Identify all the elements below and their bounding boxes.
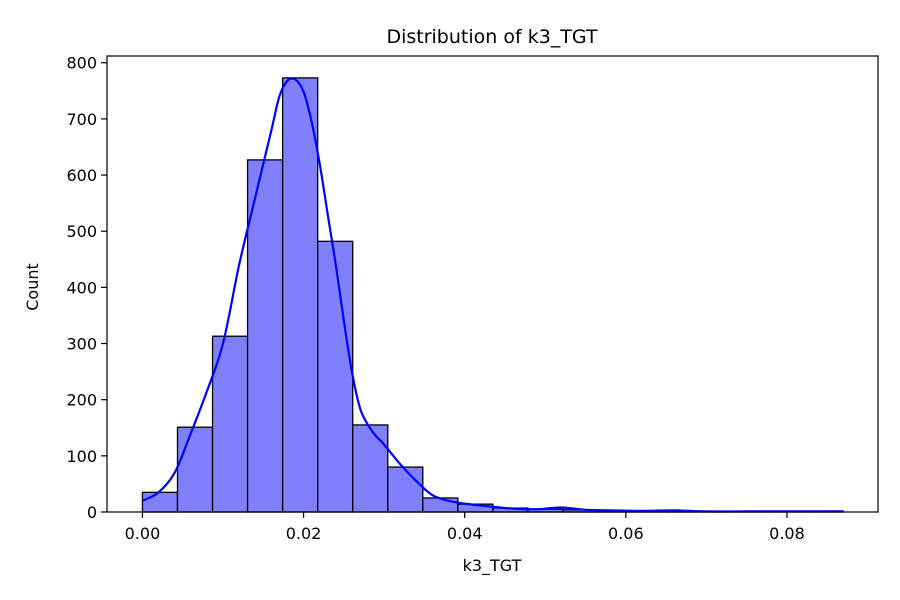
histogram-bar [176,426,214,513]
y-tick-label: 200 [66,391,97,410]
chart-title: Distribution of k3_TGT [386,26,597,48]
x-tick-label: 0.00 [125,524,161,543]
y-tick-label: 0 [87,503,97,522]
histogram-bars [141,77,845,513]
histogram-bar [352,424,389,513]
y-tick-label: 500 [66,222,97,241]
y-axis-ticks: 0 100 200 300 400 500 600 700 800 [66,54,107,522]
y-tick-label: 100 [66,447,97,466]
histogram-bar [422,497,459,513]
x-axis-label: k3_TGT [463,556,522,576]
x-tick-label: 0.04 [447,524,483,543]
x-tick-label: 0.02 [286,524,322,543]
histogram-bar [317,240,354,513]
x-tick-label: 0.08 [769,524,805,543]
y-tick-label: 600 [66,166,97,185]
y-tick-label: 400 [66,278,97,297]
y-axis-label: Count [23,263,42,311]
histogram-bar [387,466,424,513]
x-tick-label: 0.06 [608,524,644,543]
histogram-bar [141,491,179,513]
histogram-bar [211,335,249,513]
kde-curve [141,77,844,513]
y-tick-label: 300 [66,335,97,354]
histogram-bar [246,159,284,513]
y-tick-label: 800 [66,54,97,73]
y-tick-label: 700 [66,110,97,129]
plot-frame [106,55,879,513]
x-axis-ticks: 0.00 0.02 0.04 0.06 0.08 [125,512,805,543]
histogram-bar [281,77,319,513]
